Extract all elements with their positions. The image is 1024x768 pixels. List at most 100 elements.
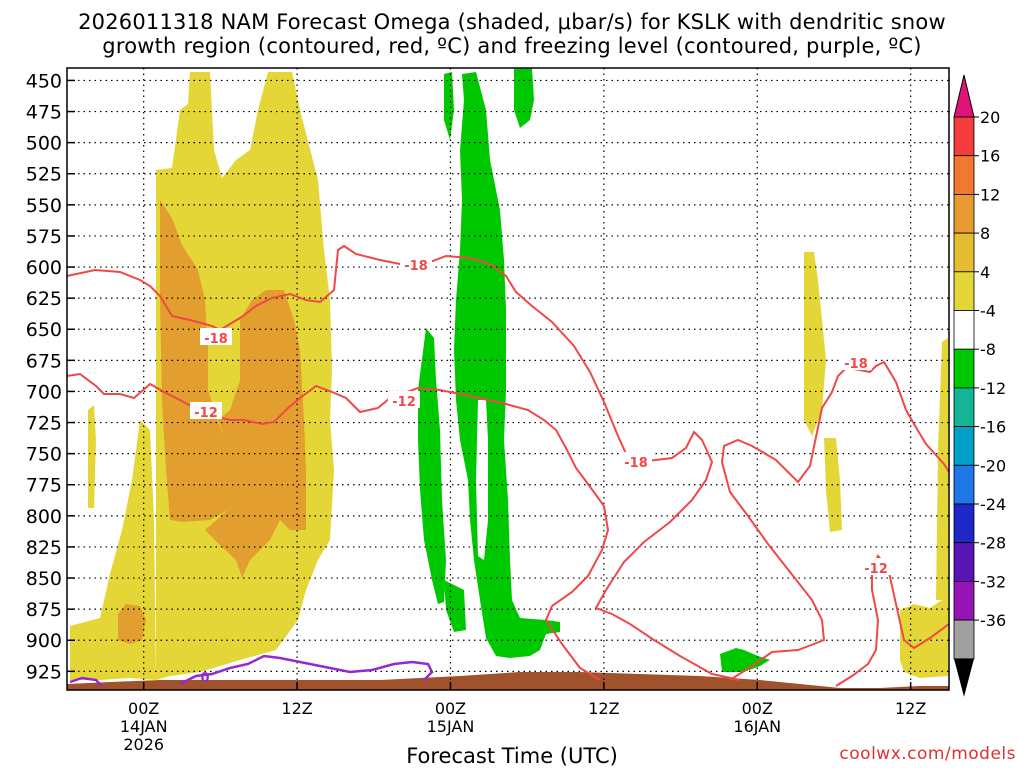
chart-title-line-1: 2026011318 NAM Forecast Omega (shaded, μ… (78, 10, 946, 34)
omega-shading-orange (118, 200, 306, 644)
omega-region-orange-left (160, 200, 232, 522)
y-tick-label-875: 875 (26, 599, 62, 621)
x-axis-title: Forecast Time (UTC) (406, 744, 618, 768)
omega-region-green-top-right (514, 68, 534, 128)
omega-gap-white (476, 400, 488, 560)
dgz-label-bg-3 (388, 391, 420, 408)
x-tick-sub2-0: 2026 (123, 735, 164, 754)
chart-title-line-2: growth region (contoured, red, ºC) and f… (102, 34, 922, 58)
x-tick-sub1-2: 15JAN (427, 717, 475, 736)
y-tick-label-925: 925 (26, 661, 62, 683)
y-tick-label-750: 750 (26, 444, 62, 466)
dgz-label-bg-4 (620, 452, 652, 469)
x-tick-sub1-0: 14JAN (120, 717, 168, 736)
colorbar-swatch-12 (953, 581, 975, 621)
y-tick-label-500: 500 (26, 133, 62, 155)
y-tick-label-550: 550 (26, 195, 62, 217)
x-tick-label-4: 00Z (742, 699, 773, 718)
colorbar-label-5: -4 (980, 302, 996, 321)
y-tick-label-800: 800 (26, 506, 62, 528)
dgz-label-6: -12 (864, 562, 888, 577)
dgz-label-4: -18 (624, 456, 648, 471)
y-tick-label-850: 850 (26, 568, 62, 590)
colorbar-swatch-3 (953, 232, 975, 273)
credit-text: coolwx.com/models (839, 744, 1016, 764)
dgz-contour-minus12-b (720, 360, 950, 681)
dgz-contour-minus12-a (66, 372, 610, 681)
y-tick-label-900: 900 (26, 630, 62, 652)
colorbar-label-2: 12 (980, 185, 1000, 204)
dgz-label-bg-0 (200, 328, 232, 345)
x-tick-label-1: 12Z (281, 699, 312, 718)
y-tick-label-575: 575 (26, 226, 62, 248)
omega-region-green-upper-stub (444, 72, 454, 140)
colorbar-swatch-7 (953, 387, 975, 427)
omega-region-yellow-right-3 (900, 600, 948, 678)
y-tick-label-650: 650 (26, 319, 62, 341)
colorbar-label-3: 8 (980, 224, 990, 243)
colorbar-label-6: -8 (980, 340, 996, 359)
dgz-label-bg-2 (190, 402, 222, 419)
y-tick-label-675: 675 (26, 350, 62, 372)
y-tick-label-475: 475 (26, 102, 62, 124)
dgz-label-5: -18 (844, 357, 868, 372)
colorbar-swatch-1 (953, 155, 975, 195)
y-tick-label-625: 625 (26, 288, 62, 310)
colorbar: 20 16 12 8 4 -4 -8 -12 -16 -20 -24 -28 -32 -36 (953, 74, 1006, 697)
x-tick-sub1-4: 16JAN (733, 717, 781, 736)
colorbar-label-8: -16 (980, 418, 1006, 437)
colorbar-label-4: 4 (980, 263, 990, 282)
y-axis: 450 475 500 525 550 575 600 625 650 675 700 725 750 7… (26, 70, 75, 683)
colorbar-swatch-11 (953, 542, 975, 582)
y-tick-label-450: 450 (26, 70, 62, 92)
colorbar-swatch-9 (953, 464, 975, 505)
colorbar-label-1: 16 (980, 147, 1000, 166)
colorbar-swatch-6 (953, 348, 975, 389)
dgz-label-2: -12 (194, 406, 218, 421)
colorbar-label-7: -12 (980, 379, 1006, 398)
omega-region-yellow-sliver (88, 405, 96, 508)
colorbar-swatch-2 (953, 193, 975, 234)
colorbar-top-arrow (953, 74, 975, 118)
colorbar-label-12: -32 (980, 572, 1006, 591)
freezing-level-contour (69, 654, 434, 687)
y-tick-label-700: 700 (26, 381, 62, 403)
colorbar-swatch-5 (953, 310, 975, 350)
x-tick-label-3: 12Z (588, 699, 619, 718)
y-tick-label-525: 525 (26, 164, 62, 186)
y-tick-label-600: 600 (26, 257, 62, 279)
colorbar-label-11: -28 (980, 534, 1006, 553)
colorbar-label-9: -20 (980, 456, 1006, 475)
plot-frame (66, 67, 950, 691)
dgz-label-bg-6 (860, 558, 892, 575)
colorbar-swatch-13 (953, 619, 975, 660)
dgz-label-1: -18 (404, 259, 428, 274)
omega-region-orange-center (205, 290, 306, 578)
y-tick-label-825: 825 (26, 537, 62, 559)
colorbar-swatch-4 (953, 271, 975, 311)
dgz-label-bg-5 (840, 353, 872, 370)
colorbar-label-13: -36 (980, 611, 1006, 630)
x-tick-label-2: 00Z (435, 699, 466, 718)
y-tick-label-775: 775 (26, 475, 62, 497)
x-tick-label-5: 12Z (895, 699, 926, 718)
y-tick-label-725: 725 (26, 413, 62, 435)
omega-region-green-lower (444, 580, 466, 632)
freezing-label-0: 0 (200, 671, 209, 686)
omega-shading-gap (476, 400, 488, 560)
colorbar-swatch-10 (953, 503, 975, 544)
dgz-label-0: -18 (204, 332, 228, 347)
omega-region-green-right (720, 648, 770, 672)
dgz-label-3: -12 (392, 395, 416, 410)
colorbar-label-0: 20 (980, 108, 1000, 127)
colorbar-swatch-8 (953, 426, 975, 466)
colorbar-swatch-0 (953, 116, 975, 157)
terrain (67, 672, 949, 690)
colorbar-bottom-arrow (954, 658, 974, 697)
x-tick-label-0: 00Z (128, 699, 159, 718)
dgz-label-bg-1 (400, 255, 432, 272)
contour-labels: -18 -18 -12 -12 -18 -18 -12 0 (190, 255, 892, 686)
grid-lines (67, 68, 949, 690)
